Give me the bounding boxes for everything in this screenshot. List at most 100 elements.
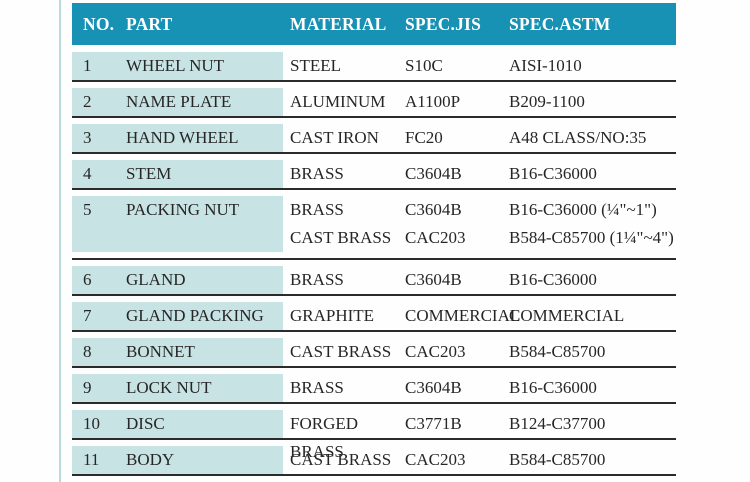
row-spec-values: BRASS C3604B B16-C36000 (¼"~1") CAST BRA… — [283, 196, 676, 252]
cell-spec-jis: C3604B — [405, 164, 462, 183]
row-spec-values: ALUMINUM A1100P B209-1100 — [283, 88, 676, 116]
cell-spec-jis: C3604B — [405, 200, 462, 219]
cell-spec-jis: C3604B — [405, 270, 462, 289]
row-spec-values: CAST BRASS CAC203 B584-C85700 — [283, 446, 676, 474]
cell-material: CAST BRASS — [290, 450, 392, 469]
table-row: 6 GLAND BRASS C3604B B16-C36000 — [72, 266, 676, 296]
cell-part: WHEEL NUT — [126, 56, 225, 75]
cell-spec-astm: COMMERCIAL — [509, 306, 625, 325]
table-row: 9 LOCK NUT BRASS C3604B B16-C36000 — [72, 374, 676, 404]
row-number-part-band: 9 LOCK NUT — [72, 374, 283, 402]
cell-no: 7 — [83, 306, 92, 325]
cell-part: NAME PLATE — [126, 92, 232, 111]
cell-no: 2 — [83, 92, 92, 111]
cell-no: 10 — [83, 414, 100, 433]
cell-spec-jis: CAC203 — [405, 342, 466, 361]
cell-spec-jis: CAC203 — [405, 228, 466, 247]
header-left-columns: NO. PART — [72, 14, 283, 35]
cell-no: 5 — [83, 200, 92, 219]
parts-spec-table: NO. PART MATERIAL SPEC.JIS SPEC.ASTM 1 W… — [72, 3, 676, 482]
cell-no: 3 — [83, 128, 92, 147]
cell-no: 11 — [83, 450, 100, 469]
cell-material: GRAPHITE — [290, 306, 375, 325]
spec-line: BRASS C3604B B16-C36000 — [290, 374, 676, 402]
table-body: 1 WHEEL NUT STEEL S10C AISI-1010 2 NAME … — [72, 52, 676, 476]
cell-spec-jis: S10C — [405, 56, 443, 75]
cell-spec-astm: B584-C85700 — [509, 342, 606, 361]
spec-line: FORGED BRASS C3771B B124-C37700 — [290, 410, 676, 461]
cell-part: PACKING NUT — [126, 200, 240, 219]
row-spec-values: CAST IRON FC20 A48 CLASS/NO:35 — [283, 124, 676, 152]
header-material: MATERIAL — [290, 13, 387, 34]
spec-line: STEEL S10C AISI-1010 — [290, 52, 676, 80]
row-spec-values: CAST BRASS CAC203 B584-C85700 — [283, 338, 676, 366]
spec-line: BRASS C3604B B16-C36000 — [290, 266, 676, 294]
cell-spec-astm: B584-C85700 — [509, 450, 606, 469]
cell-material: FORGED BRASS — [290, 414, 359, 461]
header-right-columns: MATERIAL SPEC.JIS SPEC.ASTM — [283, 14, 676, 35]
cell-material: CAST IRON — [290, 128, 379, 147]
table-row: 1 WHEEL NUT STEEL S10C AISI-1010 — [72, 52, 676, 82]
cell-spec-astm: B124-C37700 — [509, 414, 606, 433]
header-part: PART — [126, 13, 173, 34]
cell-spec-astm: B16-C36000 — [509, 270, 597, 289]
row-number-part-band: 7 GLAND PACKING — [72, 302, 283, 330]
table-row: 5 PACKING NUT BRASS C3604B B16-C36000 (¼… — [72, 196, 676, 260]
cell-material: CAST BRASS — [290, 228, 392, 247]
cell-no: 8 — [83, 342, 92, 361]
row-number-part-band: 10 DISC — [72, 410, 283, 438]
row-number-part-band: 5 PACKING NUT — [72, 196, 283, 252]
table-row: 7 GLAND PACKING GRAPHITE COMMERCIAL COMM… — [72, 302, 676, 332]
spec-line: BRASS C3604B B16-C36000 — [290, 160, 676, 188]
cell-no: 4 — [83, 164, 92, 183]
table-row: 3 HAND WHEEL CAST IRON FC20 A48 CLASS/NO… — [72, 124, 676, 154]
cell-spec-astm: B584-C85700 (1¼"~4") — [509, 228, 674, 247]
spec-line: ALUMINUM A1100P B209-1100 — [290, 88, 676, 116]
cell-spec-astm: B16-C36000 (¼"~1") — [509, 200, 657, 219]
left-border-line — [59, 0, 61, 482]
cell-part: HAND WHEEL — [126, 128, 239, 147]
spec-line: BRASS C3604B B16-C36000 (¼"~1") — [290, 196, 676, 224]
row-number-part-band: 11 BODY — [72, 446, 283, 474]
cell-spec-jis: CAC203 — [405, 450, 466, 469]
row-number-part-band: 1 WHEEL NUT — [72, 52, 283, 80]
table-header-row: NO. PART MATERIAL SPEC.JIS SPEC.ASTM — [72, 3, 676, 45]
header-spec-astm: SPEC.ASTM — [509, 13, 611, 34]
row-number-part-band: 4 STEM — [72, 160, 283, 188]
cell-material: BRASS — [290, 164, 344, 183]
table-row: 2 NAME PLATE ALUMINUM A1100P B209-1100 — [72, 88, 676, 118]
cell-no: 1 — [83, 56, 92, 75]
spec-line: CAST BRASS CAC203 B584-C85700 — [290, 338, 676, 366]
cell-spec-astm: B16-C36000 — [509, 164, 597, 183]
cell-material: STEEL — [290, 56, 341, 75]
spec-line: GRAPHITE COMMERCIAL COMMERCIAL — [290, 302, 676, 330]
table-row: 4 STEM BRASS C3604B B16-C36000 — [72, 160, 676, 190]
cell-part: GLAND PACKING — [126, 306, 264, 325]
table-row: 10 DISC FORGED BRASS C3771B B124-C37700 — [72, 410, 676, 461]
cell-material: BRASS — [290, 200, 344, 219]
cell-spec-jis: A1100P — [405, 92, 461, 111]
table-row: 11 BODY CAST BRASS CAC203 B584-C85700 — [72, 446, 676, 476]
cell-material: BRASS — [290, 270, 344, 289]
cell-spec-jis: C3604B — [405, 378, 462, 397]
cell-no: 6 — [83, 270, 92, 289]
cell-material: BRASS — [290, 378, 344, 397]
row-spec-values: BRASS C3604B B16-C36000 — [283, 374, 676, 402]
spec-line: CAST BRASS CAC203 B584-C85700 — [290, 446, 676, 474]
cell-part: BONNET — [126, 342, 195, 361]
row-number-part-band: 2 NAME PLATE — [72, 88, 283, 116]
cell-spec-jis: COMMERCIAL — [405, 306, 521, 325]
row-spec-values: FORGED BRASS C3771B B124-C37700 — [283, 410, 676, 461]
header-spec-jis: SPEC.JIS — [405, 13, 482, 34]
cell-part: STEM — [126, 164, 172, 183]
row-number-part-band: 3 HAND WHEEL — [72, 124, 283, 152]
cell-part: LOCK NUT — [126, 378, 212, 397]
cell-no: 9 — [83, 378, 92, 397]
cell-material: CAST BRASS — [290, 342, 392, 361]
row-spec-values: GRAPHITE COMMERCIAL COMMERCIAL — [283, 302, 676, 330]
cell-part: GLAND — [126, 270, 186, 289]
cell-spec-jis: C3771B — [405, 414, 462, 433]
row-spec-values: STEEL S10C AISI-1010 — [283, 52, 676, 80]
cell-material: ALUMINUM — [290, 92, 386, 111]
